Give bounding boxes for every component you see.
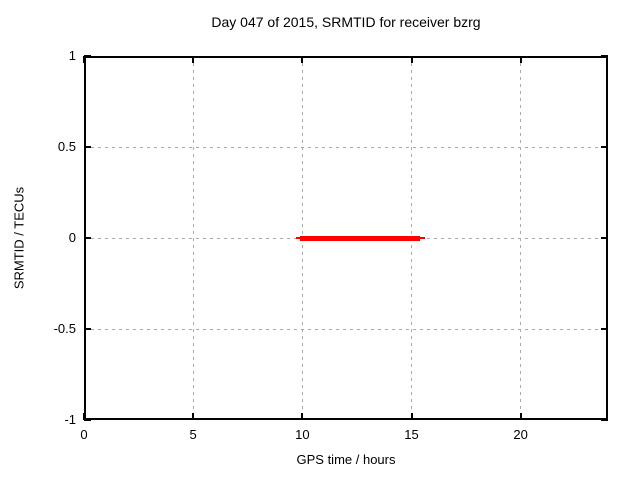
x-tick-bottom-5 — [192, 413, 194, 420]
x-tick-top-0 — [83, 56, 85, 63]
x-tick-bottom-15 — [411, 413, 413, 420]
x-axis-label: GPS time / hours — [296, 452, 396, 467]
y-tick-label-1: 1 — [68, 48, 76, 63]
x-tick-label-20: 20 — [513, 427, 528, 442]
x-tick-label-10: 10 — [295, 427, 310, 442]
x-tick-bottom-10 — [301, 413, 303, 420]
y-tick-left--0.5 — [84, 328, 91, 330]
chart-title: Day 047 of 2015, SRMTID for receiver bzr… — [211, 14, 481, 30]
y-tick-label--1: -1 — [64, 412, 76, 427]
x-tick-label-0: 0 — [80, 427, 88, 442]
y-tick-right-0 — [601, 237, 608, 239]
y-tick-right-1 — [601, 55, 608, 57]
gridline-y-0.5 — [84, 146, 608, 148]
x-tick-top-10 — [301, 56, 303, 63]
y-tick-label-0: 0 — [68, 230, 76, 245]
x-tick-top-20 — [520, 56, 522, 63]
y-tick-left-0 — [84, 237, 91, 239]
x-tick-top-15 — [411, 56, 413, 63]
y-tick-right-0.5 — [601, 146, 608, 148]
x-tick-bottom-0 — [83, 413, 85, 420]
y-tick-left--1 — [84, 419, 91, 421]
y-tick-left-1 — [84, 55, 91, 57]
y-tick-right--0.5 — [601, 328, 608, 330]
y-tick-label-0.5: 0.5 — [57, 139, 76, 154]
y-tick-left-0.5 — [84, 146, 91, 148]
x-tick-label-5: 5 — [189, 427, 197, 442]
x-tick-top-5 — [192, 56, 194, 63]
x-tick-bottom-20 — [520, 413, 522, 420]
y-tick-label--0.5: -0.5 — [53, 321, 76, 336]
series-srmtid-segment-1 — [300, 236, 421, 241]
x-tick-label-15: 15 — [404, 427, 419, 442]
gridline-y--0.5 — [84, 328, 608, 330]
y-axis-label: SRMTID / TECUs — [11, 186, 27, 290]
y-tick-right--1 — [601, 419, 608, 421]
